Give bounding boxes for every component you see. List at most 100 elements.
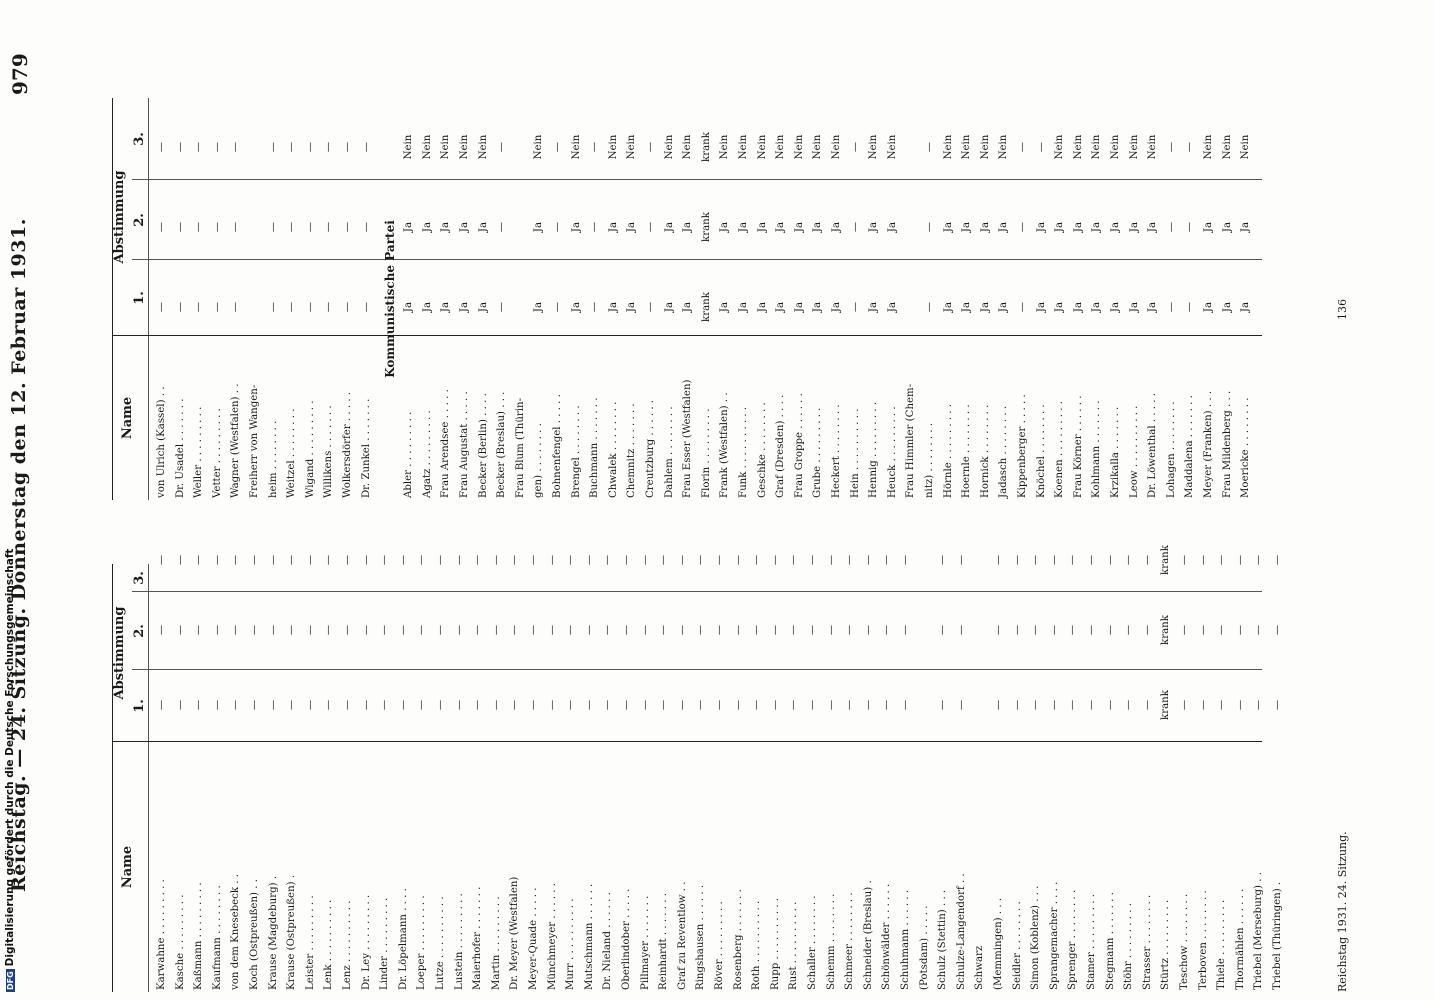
vote-3-cell: — xyxy=(751,554,763,566)
member-name: Frau Blum (Thürin- xyxy=(514,397,526,498)
member-name: Frau Mildenberg . . . xyxy=(1221,390,1233,498)
vote-1-cell: — xyxy=(955,699,967,711)
table-row: Wigand . . . . . . . . . — — — xyxy=(305,68,316,498)
vote-1-cell: Ja xyxy=(1072,301,1084,313)
vote-1-cell: Ja xyxy=(1147,301,1159,313)
vote-1-cell: Ja xyxy=(961,301,973,313)
vote-3-cell: — xyxy=(937,554,949,566)
vote-1-cell: — xyxy=(1253,699,1265,711)
vote-1-cell: — xyxy=(825,699,837,711)
vote-1-cell: — xyxy=(286,699,298,711)
vote-1-cell: — xyxy=(1123,699,1135,711)
vote-2-cell: — xyxy=(565,624,577,636)
member-name: Stegmann . . . . . . . xyxy=(1104,892,1116,990)
member-name: Schmeer . . . . . . . . xyxy=(844,892,856,990)
member-name: Moericke . . . . . . . . xyxy=(1240,397,1252,498)
table-row: Lutze . . . . . . . . . . — — — xyxy=(435,555,446,990)
member-name: Meyer (Franken) . . . xyxy=(1203,390,1214,498)
vote-2-cell: — xyxy=(881,624,893,636)
member-name: Frank (Westfalen) . . xyxy=(719,392,731,498)
member-name: (Memmingen) . . . xyxy=(993,897,1004,990)
vote-2-cell: Ja xyxy=(1054,221,1066,233)
vote-3-cell: — xyxy=(416,554,428,566)
member-name: Koch (Ostpreußen) . . xyxy=(249,879,260,990)
vote-1-cell: — xyxy=(1086,699,1097,711)
table-row: Schaller . . . . . . . . — — — xyxy=(807,555,818,990)
vote-1-cell: — xyxy=(1272,699,1283,711)
table-row: Martin . . . . . . . . . — — — xyxy=(491,555,502,990)
table-row: Geschke . . . . . . . . Ja Ja Nein xyxy=(757,68,768,498)
vote-2-cell: Ja xyxy=(1128,221,1140,233)
member-name: Abler . . . . . . . . . xyxy=(403,411,415,498)
table-row: Stöhr . . . . . . . . . — — — xyxy=(1123,555,1135,990)
vote-1-cell: — xyxy=(249,699,260,711)
vote-2-cell: Ja xyxy=(1035,221,1047,233)
vote-2-cell: — xyxy=(211,221,223,233)
vote-1-cell: — xyxy=(211,699,223,711)
vote-1-cell: — xyxy=(900,699,911,711)
table-row: Rust . . . . . . . . . . — — — xyxy=(788,555,799,990)
member-name: Heuck . . . . . . . . . xyxy=(886,406,898,498)
vote-2-cell: Ja xyxy=(756,221,768,233)
vote-3-cell: Nein xyxy=(1221,134,1233,160)
vote-3-cell: — xyxy=(1048,554,1060,566)
vote-2-cell: — xyxy=(230,624,242,636)
table-row: Mutschmann . . . . . . — — — xyxy=(584,555,595,990)
member-name: Dr. Ley . . . . . . . . . xyxy=(360,894,372,990)
member-name: Hörnle . . . . . . . . . xyxy=(942,403,954,498)
vote-1-cell: — xyxy=(645,301,656,313)
vote-2-cell: Ja xyxy=(979,221,991,233)
vote-2-cell: — xyxy=(496,221,508,233)
table-row: Ringshausen . . . . . . — — — xyxy=(695,555,706,990)
vote-1-cell: Ja xyxy=(738,301,749,313)
table-row: Stürtz . . . . . . . . . krank krank krank xyxy=(1160,545,1171,990)
table-row: Schneider (Breslau) . — — — xyxy=(863,555,874,990)
vote-1-cell: — xyxy=(621,699,632,711)
vote-3-cell: — xyxy=(249,554,260,566)
vote-3-cell: — xyxy=(267,141,279,153)
vote-3-cell: — xyxy=(658,554,670,566)
table-row: heim . . . . . . . . — — — xyxy=(268,68,279,498)
vote-2-cell: Ja xyxy=(793,221,805,233)
vote-2-cell: — xyxy=(714,624,725,636)
vote-1-cell: Ja xyxy=(979,301,991,313)
table-row: Strasser . . . . . . . . — — — xyxy=(1142,555,1153,990)
member-name: Dr. Nieland . . . . . . xyxy=(602,892,614,990)
member-name: Simon (Koblenz) . . . xyxy=(1030,885,1042,990)
vote-2-cell: — xyxy=(807,624,818,636)
member-name: Münchmeyer . . . . . . xyxy=(546,882,558,990)
table-row: Dr. Nieland . . . . . . — — — xyxy=(602,555,614,990)
vote-2-cell: Ja xyxy=(570,221,582,233)
vote-1-cell: — xyxy=(937,699,949,711)
vote-2-cell: — xyxy=(286,221,298,233)
vote-3-cell: Nein xyxy=(1110,134,1121,160)
vote-2-cell: — xyxy=(825,624,837,636)
vote-3-cell: Nein xyxy=(775,134,787,160)
table-row: gen) . . . . . . . . Ja Ja Nein xyxy=(533,68,544,498)
vote-2-cell: — xyxy=(924,221,935,233)
table-row: Rosenberg . . . . . . . — — — xyxy=(733,555,744,990)
vote-1-cell: Ja xyxy=(998,301,1010,313)
vote-2-cell: Ja xyxy=(886,221,898,233)
vote-1-cell: — xyxy=(714,699,725,711)
vote-3-cell: — xyxy=(645,141,656,153)
vote-2-cell: Ja xyxy=(1221,221,1233,233)
member-name: Hoernle . . . . . . . . xyxy=(961,404,973,498)
vote-3-cell: — xyxy=(286,141,298,153)
table-row: Vetter . . . . . . . . . — — — xyxy=(212,68,223,498)
right-vote2-header: 2. xyxy=(132,213,147,227)
member-name: Frau Esser (Westfalen) xyxy=(682,379,694,498)
vote-3-cell: Nein xyxy=(979,134,991,160)
vote-3-cell: — xyxy=(490,554,502,566)
vote-1-cell: — xyxy=(1184,301,1196,313)
vote-2-cell: — xyxy=(435,624,446,636)
vote-1-cell: — xyxy=(546,699,558,711)
vote-3-cell: — xyxy=(1234,554,1246,566)
vote-1-cell: — xyxy=(1011,699,1023,711)
vote-3-cell: — xyxy=(862,554,874,566)
vote-3-cell: Nein xyxy=(626,134,638,160)
table-row: Hennig . . . . . . . . . Ja Ja Nein xyxy=(868,68,879,498)
vote-3-cell: Nein xyxy=(663,134,675,160)
vote-3-cell: — xyxy=(1197,554,1209,566)
